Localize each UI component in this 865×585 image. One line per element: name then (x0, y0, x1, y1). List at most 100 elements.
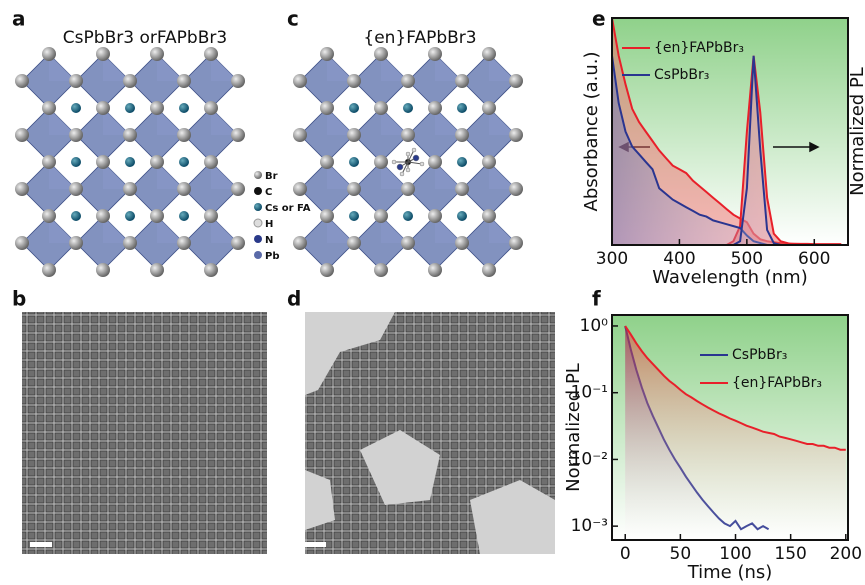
cation (71, 103, 81, 113)
br-atom (455, 128, 469, 142)
br-atom (204, 47, 218, 61)
cation (403, 103, 413, 113)
legend-label: H (265, 219, 273, 230)
br-atom (15, 74, 29, 88)
br-atom (374, 155, 388, 169)
crystal-structure (293, 47, 523, 277)
panel-label: f (592, 287, 601, 311)
br-atom (150, 155, 164, 169)
br-atom (123, 182, 137, 196)
legend-label: C (265, 187, 272, 198)
cation (457, 211, 467, 221)
atom (392, 160, 396, 164)
legend-label: CsPbBr₃ (654, 67, 709, 83)
br-atom (69, 128, 83, 142)
y2-axis-label: Normalized PL (847, 67, 865, 196)
br-atom (150, 263, 164, 277)
atom (400, 172, 404, 176)
br-atom (401, 74, 415, 88)
br-atom (69, 236, 83, 250)
br-atom (401, 182, 415, 196)
x-tick-label: 400 (663, 249, 695, 269)
cation (403, 211, 413, 221)
y-axis-label: Absorbance (a.u.) (581, 51, 602, 211)
br-atom (320, 47, 334, 61)
cation (457, 157, 467, 167)
cation (349, 211, 359, 221)
cation (179, 103, 189, 113)
br-atom (347, 182, 361, 196)
br-atom (293, 236, 307, 250)
br-atom (455, 236, 469, 250)
br-atom (347, 128, 361, 142)
atom (397, 164, 403, 170)
br-atom (455, 74, 469, 88)
br-atom (123, 74, 137, 88)
legend-label: Cs or FA (265, 203, 311, 214)
br-atom (374, 47, 388, 61)
cation (349, 157, 359, 167)
br-atom (96, 263, 110, 277)
br-atom (123, 236, 137, 250)
br-atom (204, 209, 218, 223)
panel-label: c (287, 7, 299, 31)
br-atom (482, 47, 496, 61)
br-atom (96, 209, 110, 223)
cation (125, 211, 135, 221)
br-atom (96, 155, 110, 169)
tem-image (22, 312, 267, 554)
x-tick-label: 100 (719, 544, 751, 564)
br-atom (96, 101, 110, 115)
x-tick-label: 500 (731, 249, 763, 269)
br-atom (15, 182, 29, 196)
br-atom (293, 182, 307, 196)
br-atom (69, 74, 83, 88)
br-atom (428, 263, 442, 277)
br-atom (231, 74, 245, 88)
br-atom (42, 47, 56, 61)
br-atom (455, 182, 469, 196)
panel-title: {en}FAPbBr3 (363, 28, 476, 48)
legend-label: CsPbBr₃ (732, 347, 787, 363)
panel-label: b (12, 287, 26, 311)
cation (125, 157, 135, 167)
br-atom (509, 236, 523, 250)
crystal-structure (15, 47, 245, 277)
atom (406, 152, 410, 156)
br-atom (428, 209, 442, 223)
cation (179, 157, 189, 167)
br-atom (482, 263, 496, 277)
br-atom (293, 74, 307, 88)
x-tick-label: 600 (798, 249, 830, 269)
br-atom (150, 47, 164, 61)
legend-label: Pb (265, 251, 280, 262)
br-atom (177, 74, 191, 88)
br-atom (482, 209, 496, 223)
br-atom (482, 155, 496, 169)
tem-image (302, 312, 555, 554)
br-atom (177, 128, 191, 142)
br-atom (150, 209, 164, 223)
br-atom (177, 182, 191, 196)
br-atom (482, 101, 496, 115)
br-atom (320, 155, 334, 169)
br-atom (150, 101, 164, 115)
br-atom (204, 155, 218, 169)
br-atom (401, 128, 415, 142)
atom (412, 148, 416, 152)
br-atom (231, 128, 245, 142)
br-atom (374, 263, 388, 277)
br-atom (42, 101, 56, 115)
figure: a c e b d f CsPbBr3 orFAPbBr3 {en}FAPbBr… (0, 0, 865, 585)
br-atom (374, 209, 388, 223)
br-atom (347, 236, 361, 250)
br-atom (509, 74, 523, 88)
x-tick-label: 150 (774, 544, 806, 564)
br-atom (123, 128, 137, 142)
x-axis-label: Time (ns) (687, 562, 773, 583)
x-tick-label: 300 (596, 249, 628, 269)
br-atom (231, 236, 245, 250)
x-tick-label: 0 (620, 544, 631, 564)
atom (420, 162, 424, 166)
br-atom (428, 155, 442, 169)
